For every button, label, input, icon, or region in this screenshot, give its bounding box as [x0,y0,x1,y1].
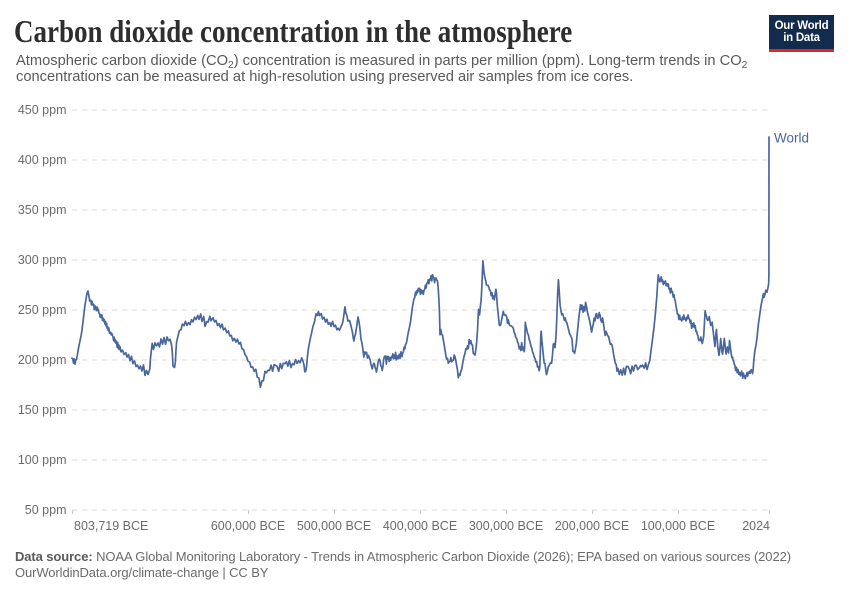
svg-text:100 ppm: 100 ppm [18,453,67,467]
svg-text:300 ppm: 300 ppm [18,253,67,267]
svg-text:400,000 BCE: 400,000 BCE [383,519,457,533]
svg-text:200,000 BCE: 200,000 BCE [555,519,629,533]
svg-text:100,000 BCE: 100,000 BCE [641,519,715,533]
svg-text:300,000 BCE: 300,000 BCE [469,519,543,533]
svg-text:600,000 BCE: 600,000 BCE [211,519,285,533]
svg-text:450 ppm: 450 ppm [18,103,67,117]
svg-text:350 ppm: 350 ppm [18,203,67,217]
svg-text:World: World [774,131,809,146]
svg-text:803,719 BCE: 803,719 BCE [74,519,148,533]
svg-text:400 ppm: 400 ppm [18,153,67,167]
svg-text:150 ppm: 150 ppm [18,403,67,417]
svg-text:2024: 2024 [742,519,770,533]
svg-text:50 ppm: 50 ppm [25,503,67,517]
svg-text:200 ppm: 200 ppm [18,353,67,367]
svg-text:500,000 BCE: 500,000 BCE [297,519,371,533]
svg-text:250 ppm: 250 ppm [18,303,67,317]
